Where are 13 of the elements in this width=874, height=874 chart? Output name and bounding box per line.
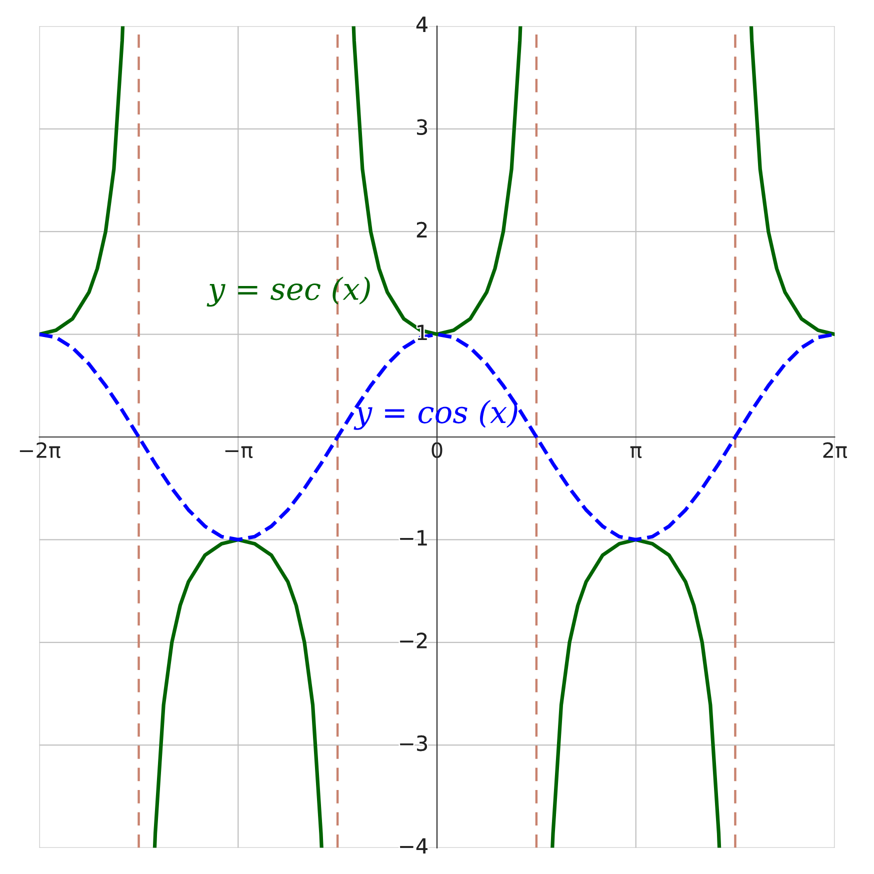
y-tick-label: 4 (416, 16, 428, 32)
y-tick-label: 2 (416, 222, 427, 238)
y-tick-label: −1 (400, 530, 427, 546)
x-tick-label: −π (225, 446, 253, 458)
y-tick-label: −3 (400, 735, 427, 752)
y-tick-label: −2 (400, 632, 427, 648)
series-label: y = sec (x) (206, 276, 370, 307)
y-tick-label: 1 (418, 324, 427, 340)
y-tick-label: −4 (400, 838, 428, 854)
x-tick-label: 2π (823, 442, 847, 458)
y-tick-label: 3 (417, 119, 427, 135)
x-tick-label: π (630, 446, 642, 458)
x-tick-label: −2π (20, 442, 60, 458)
